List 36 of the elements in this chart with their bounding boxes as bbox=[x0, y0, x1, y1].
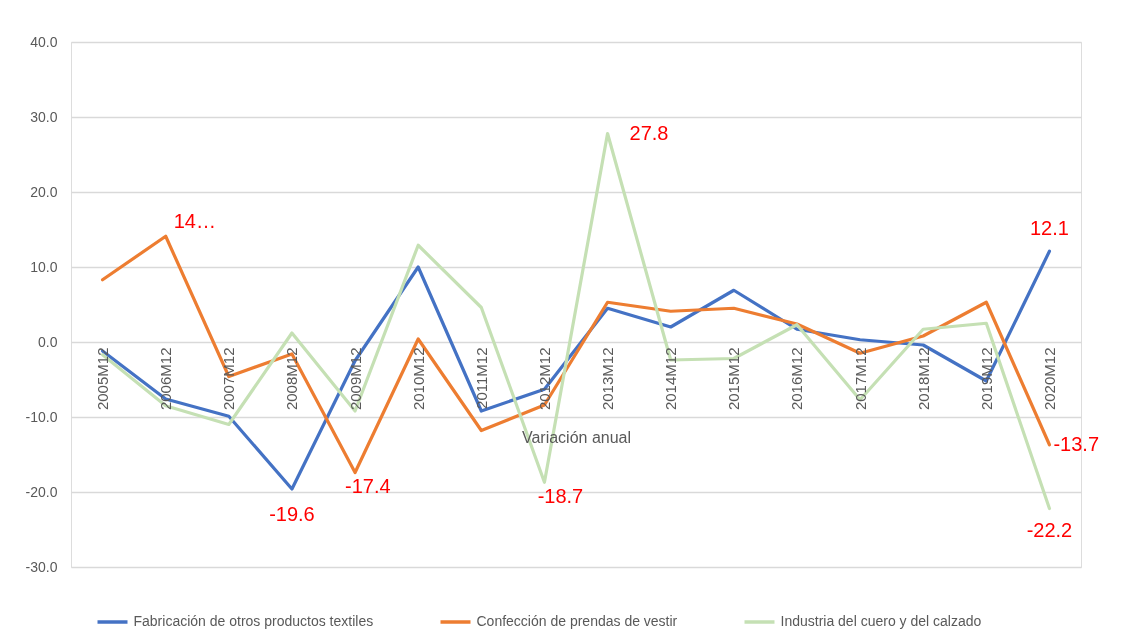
y-tick-label: 40.0 bbox=[30, 33, 58, 50]
annotation: 14… bbox=[173, 210, 216, 233]
x-tick-label: 2017M12 bbox=[851, 347, 869, 411]
x-tick-label: 2008M12 bbox=[283, 347, 301, 411]
x-axis-title: Variación anual bbox=[521, 429, 632, 447]
y-tick-label: 20.0 bbox=[30, 183, 58, 200]
y-tick-label: 10.0 bbox=[30, 258, 58, 275]
x-tick-label: 2013M12 bbox=[599, 347, 617, 411]
legend-label: Fabricación de otros productos textiles bbox=[133, 613, 374, 629]
x-tick-label: 2015M12 bbox=[725, 347, 743, 411]
annotation: -19.6 bbox=[269, 503, 315, 525]
x-tick-label: 2005M12 bbox=[94, 347, 112, 411]
y-tick-label: -30.0 bbox=[25, 558, 58, 575]
x-tick-label: 2019M12 bbox=[977, 347, 995, 411]
annotation: -18.7 bbox=[537, 485, 584, 508]
x-tick-label: 2012M12 bbox=[535, 347, 553, 411]
y-tick-label: 0.0 bbox=[38, 333, 58, 350]
x-tick-label: 2007M12 bbox=[220, 347, 238, 411]
annotation: 12.1 bbox=[1029, 217, 1069, 240]
annotation: -13.7 bbox=[1053, 432, 1100, 455]
x-tick-label: 2018M12 bbox=[914, 347, 932, 411]
annotation: 27.8 bbox=[629, 121, 669, 144]
legend-label: Industria del cuero y del calzado bbox=[780, 613, 982, 629]
x-tick-label: 2020M12 bbox=[1040, 347, 1058, 411]
x-tick-label: 2010M12 bbox=[409, 347, 427, 411]
y-tick-label: 30.0 bbox=[30, 108, 58, 125]
annotation: -22.2 bbox=[1026, 518, 1073, 541]
y-tick-label: -20.0 bbox=[25, 483, 58, 500]
annotation: -17.4 bbox=[345, 474, 391, 497]
x-tick-label: 2009M12 bbox=[346, 347, 364, 411]
x-tick-label: 2011M12 bbox=[472, 347, 490, 409]
x-tick-label: 2014M12 bbox=[662, 347, 680, 411]
y-tick-label: -10.0 bbox=[25, 408, 58, 425]
legend-label: Confección de prendas de vestir bbox=[476, 613, 678, 629]
x-tick-label: 2006M12 bbox=[157, 347, 175, 411]
x-tick-label: 2016M12 bbox=[788, 347, 806, 411]
